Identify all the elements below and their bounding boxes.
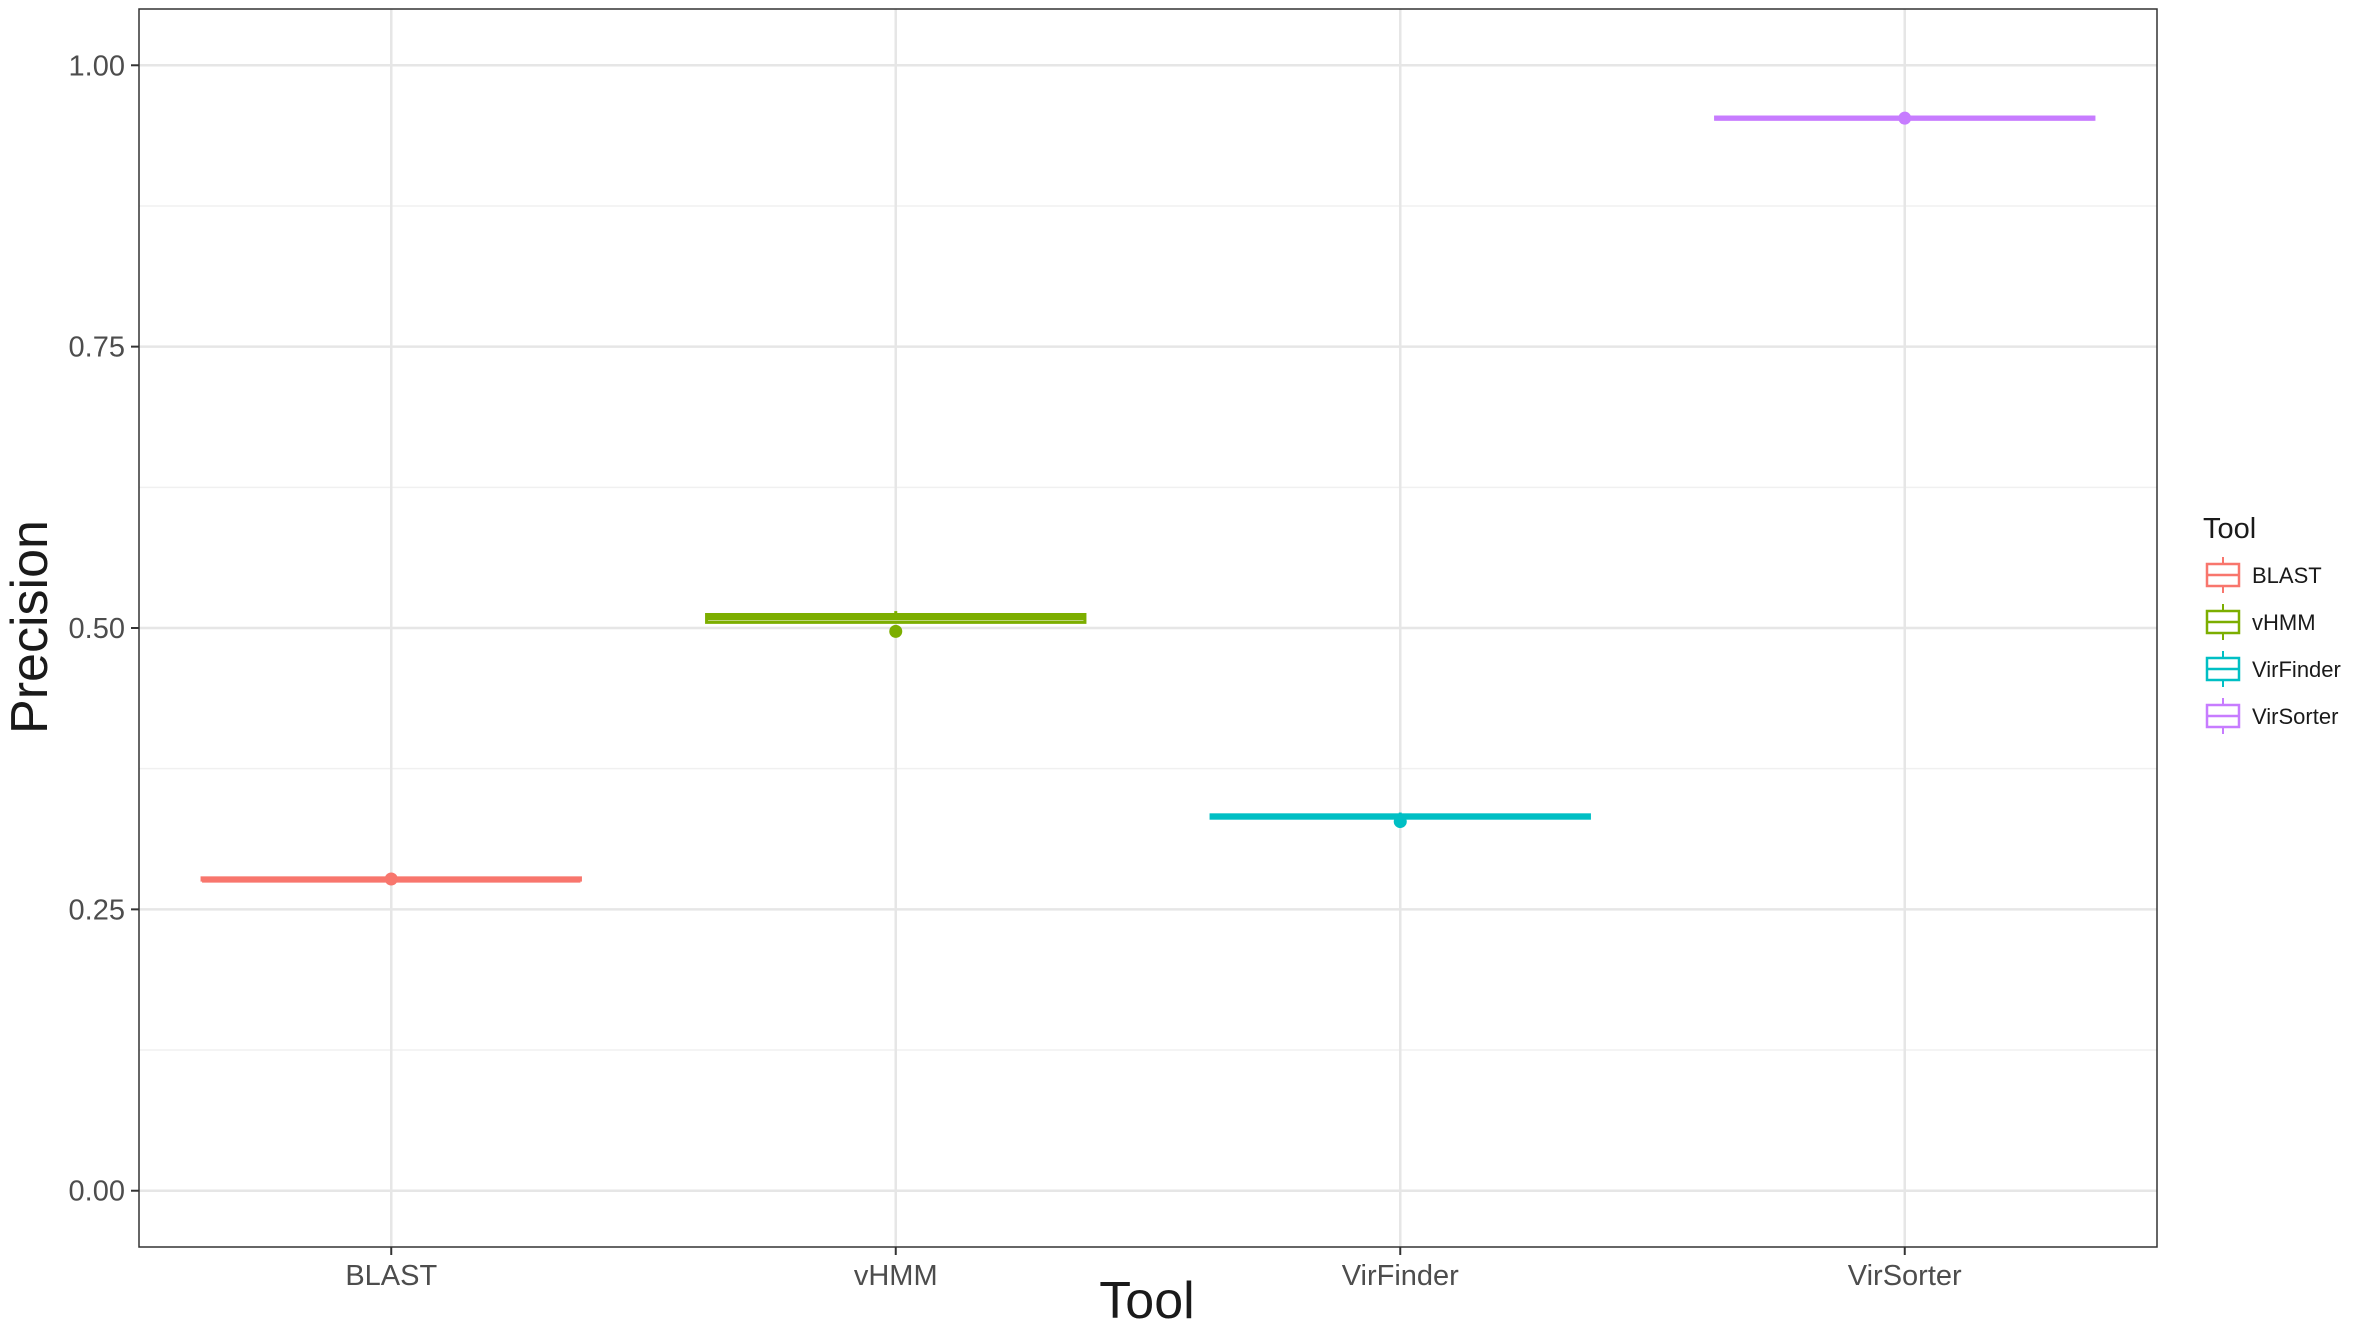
y-tick-label: 0.00	[69, 1176, 125, 1208]
y-tick-label: 0.75	[69, 332, 125, 364]
box-virsorter	[1714, 111, 2096, 125]
y-axis-title: Precision	[1, 520, 59, 734]
box-virfinder	[1209, 812, 1591, 829]
legend-label: VirFinder	[2252, 657, 2341, 682]
legend-item-vhmm: vHMM	[2203, 602, 2316, 642]
mean-point	[1393, 815, 1407, 829]
y-tick-label: 0.50	[69, 613, 125, 645]
legend-item-virfinder: VirFinder	[2203, 649, 2341, 689]
legend-item-virsorter: VirSorter	[2203, 696, 2338, 736]
x-axis-title: Tool	[1099, 1272, 1194, 1330]
box-vhmm	[705, 611, 1087, 638]
y-tick-label: 1.00	[69, 50, 125, 82]
x-tick-label: BLAST	[345, 1260, 437, 1292]
legend-label: vHMM	[2252, 610, 2316, 635]
x-tick-label: VirSorter	[1848, 1260, 1962, 1292]
y-tick-label: 0.25	[69, 894, 125, 926]
x-tick-label: VirFinder	[1342, 1260, 1459, 1292]
legend-label: VirSorter	[2252, 704, 2338, 729]
legend-title: Tool	[2203, 513, 2256, 545]
legend: Tool BLAST vHMM VirFinder VirSorter	[2203, 513, 2341, 736]
mean-point	[889, 624, 903, 638]
box-blast	[200, 872, 582, 886]
mean-point	[384, 872, 398, 886]
legend-label: BLAST	[2252, 563, 2322, 588]
legend-item-blast: BLAST	[2203, 555, 2322, 595]
x-tick-label: vHMM	[854, 1260, 938, 1292]
mean-point	[1898, 111, 1912, 125]
plot-panel: 0.00 0.25 0.50 0.75 1.00 BLAST vHMM VirFinder Vi…	[69, 8, 2158, 1292]
